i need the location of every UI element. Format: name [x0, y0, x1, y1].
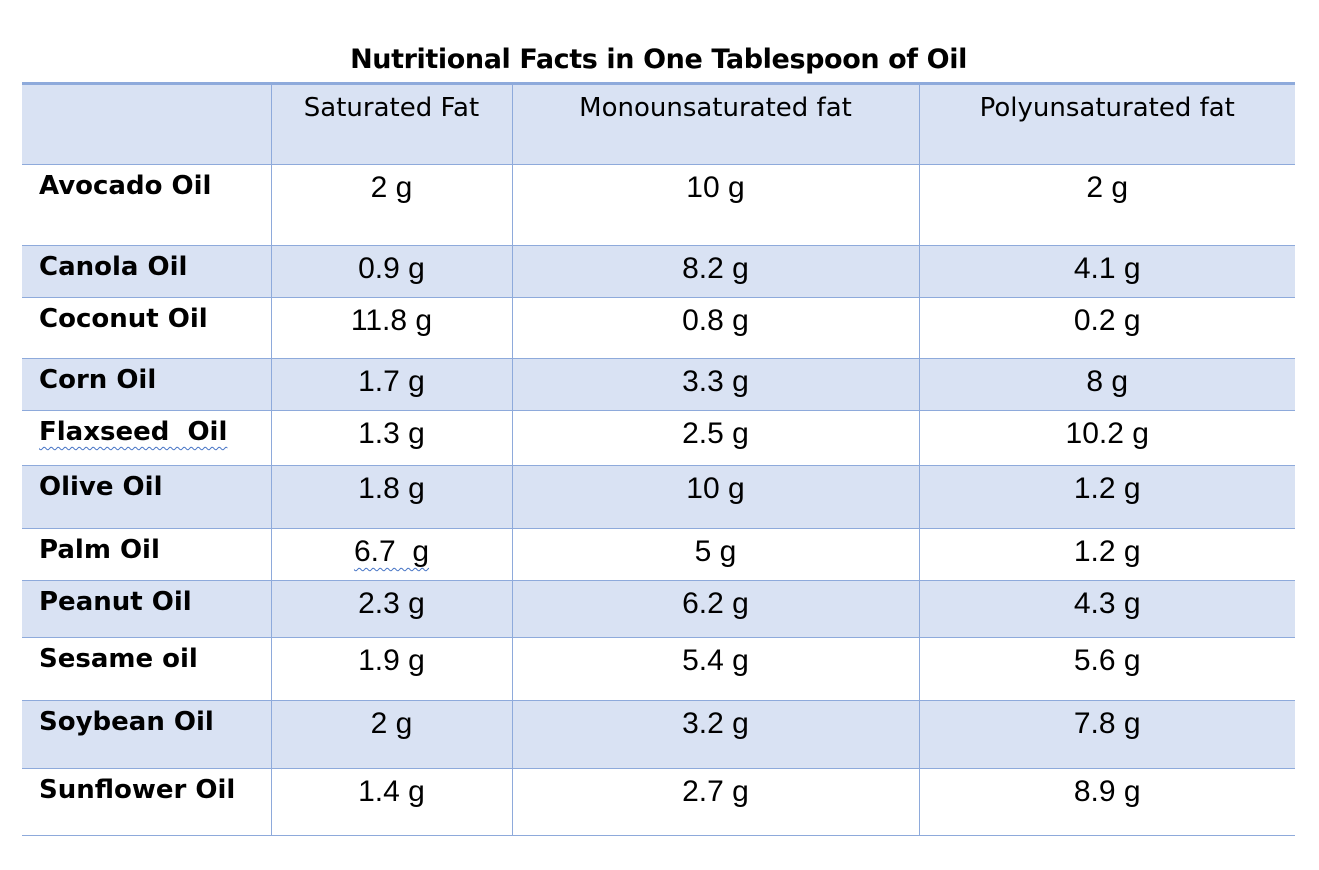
polyunsaturated-value: 0.2 g — [918, 297, 1295, 359]
polyunsaturated-value: 10.2 g — [918, 410, 1295, 466]
saturated-value: 6.7 g — [270, 528, 512, 581]
monounsaturated-value: 10 g — [511, 465, 919, 529]
polyunsaturated-value: 1.2 g — [918, 528, 1295, 581]
header-polyunsaturated-fat: Polyunsaturated fat — [918, 83, 1295, 165]
table-row: Avocado Oil 2 g 10 g 2 g — [22, 164, 1295, 246]
saturated-value: 1.9 g — [270, 637, 512, 701]
row-label: Corn Oil — [22, 358, 271, 411]
polyunsaturated-value: 1.2 g — [918, 465, 1295, 529]
polyunsaturated-value: 4.3 g — [918, 580, 1295, 638]
table-row: Palm Oil 6.7 g 5 g 1.2 g — [22, 528, 1295, 581]
row-label: Palm Oil — [22, 528, 271, 581]
table-row: Canola Oil 0.9 g 8.2 g 4.1 g — [22, 245, 1295, 298]
table-row: Olive Oil 1.8 g 10 g 1.2 g — [22, 465, 1295, 529]
row-label: Soybean Oil — [22, 700, 271, 769]
row-label: Olive Oil — [22, 465, 271, 529]
polyunsaturated-value: 7.8 g — [918, 700, 1295, 769]
monounsaturated-value: 3.2 g — [511, 700, 919, 769]
monounsaturated-value: 3.3 g — [511, 358, 919, 411]
saturated-value: 2 g — [270, 700, 512, 769]
table-row: Sesame oil 1.9 g 5.4 g 5.6 g — [22, 637, 1295, 701]
monounsaturated-value: 2.5 g — [511, 410, 919, 466]
table-row: Sunflower Oil 1.4 g 2.7 g 8.9 g — [22, 768, 1295, 836]
header-saturated-fat: Saturated Fat — [270, 83, 512, 165]
saturated-value: 1.8 g — [270, 465, 512, 529]
table-row: Flaxseed Oil 1.3 g 2.5 g 10.2 g — [22, 410, 1295, 466]
polyunsaturated-value: 4.1 g — [918, 245, 1295, 298]
header-monounsaturated-fat: Monounsaturated fat — [511, 83, 919, 165]
spellcheck-flagged-text: Flaxseed Oil — [39, 417, 228, 447]
row-label: Sunflower Oil — [22, 768, 271, 836]
row-label: Canola Oil — [22, 245, 271, 298]
saturated-value: 0.9 g — [270, 245, 512, 298]
monounsaturated-value: 5.4 g — [511, 637, 919, 701]
row-label: Coconut Oil — [22, 297, 271, 359]
table-title: Nutritional Facts in One Tablespoon of O… — [350, 44, 967, 75]
monounsaturated-value: 0.8 g — [511, 297, 919, 359]
saturated-value: 2.3 g — [270, 580, 512, 638]
polyunsaturated-value: 5.6 g — [918, 637, 1295, 701]
saturated-value: 1.3 g — [270, 410, 512, 466]
row-label: Peanut Oil — [22, 580, 271, 638]
table-row: Corn Oil 1.7 g 3.3 g 8 g — [22, 358, 1295, 411]
saturated-value: 11.8 g — [270, 297, 512, 359]
polyunsaturated-value: 8 g — [918, 358, 1295, 411]
row-label: Avocado Oil — [22, 164, 271, 246]
monounsaturated-value: 10 g — [511, 164, 919, 246]
monounsaturated-value: 8.2 g — [511, 245, 919, 298]
table-row: Coconut Oil 11.8 g 0.8 g 0.2 g — [22, 297, 1295, 359]
table-row: Soybean Oil 2 g 3.2 g 7.8 g — [22, 700, 1295, 769]
saturated-value: 1.7 g — [270, 358, 512, 411]
table-row: Peanut Oil 2.3 g 6.2 g 4.3 g — [22, 580, 1295, 638]
saturated-value: 1.4 g — [270, 768, 512, 836]
row-label: Sesame oil — [22, 637, 271, 701]
monounsaturated-value: 6.2 g — [511, 580, 919, 638]
header-row: Saturated Fat Monounsaturated fat Polyun… — [22, 83, 1295, 165]
monounsaturated-value: 5 g — [511, 528, 919, 581]
polyunsaturated-value: 8.9 g — [918, 768, 1295, 836]
nutrition-table: Saturated Fat Monounsaturated fat Polyun… — [22, 82, 1295, 836]
spellcheck-flagged-text: 6.7 g — [353, 535, 430, 568]
monounsaturated-value: 2.7 g — [511, 768, 919, 836]
header-cell-blank — [22, 83, 271, 165]
row-label: Flaxseed Oil — [22, 410, 271, 466]
saturated-value: 2 g — [270, 164, 512, 246]
polyunsaturated-value: 2 g — [918, 164, 1295, 246]
